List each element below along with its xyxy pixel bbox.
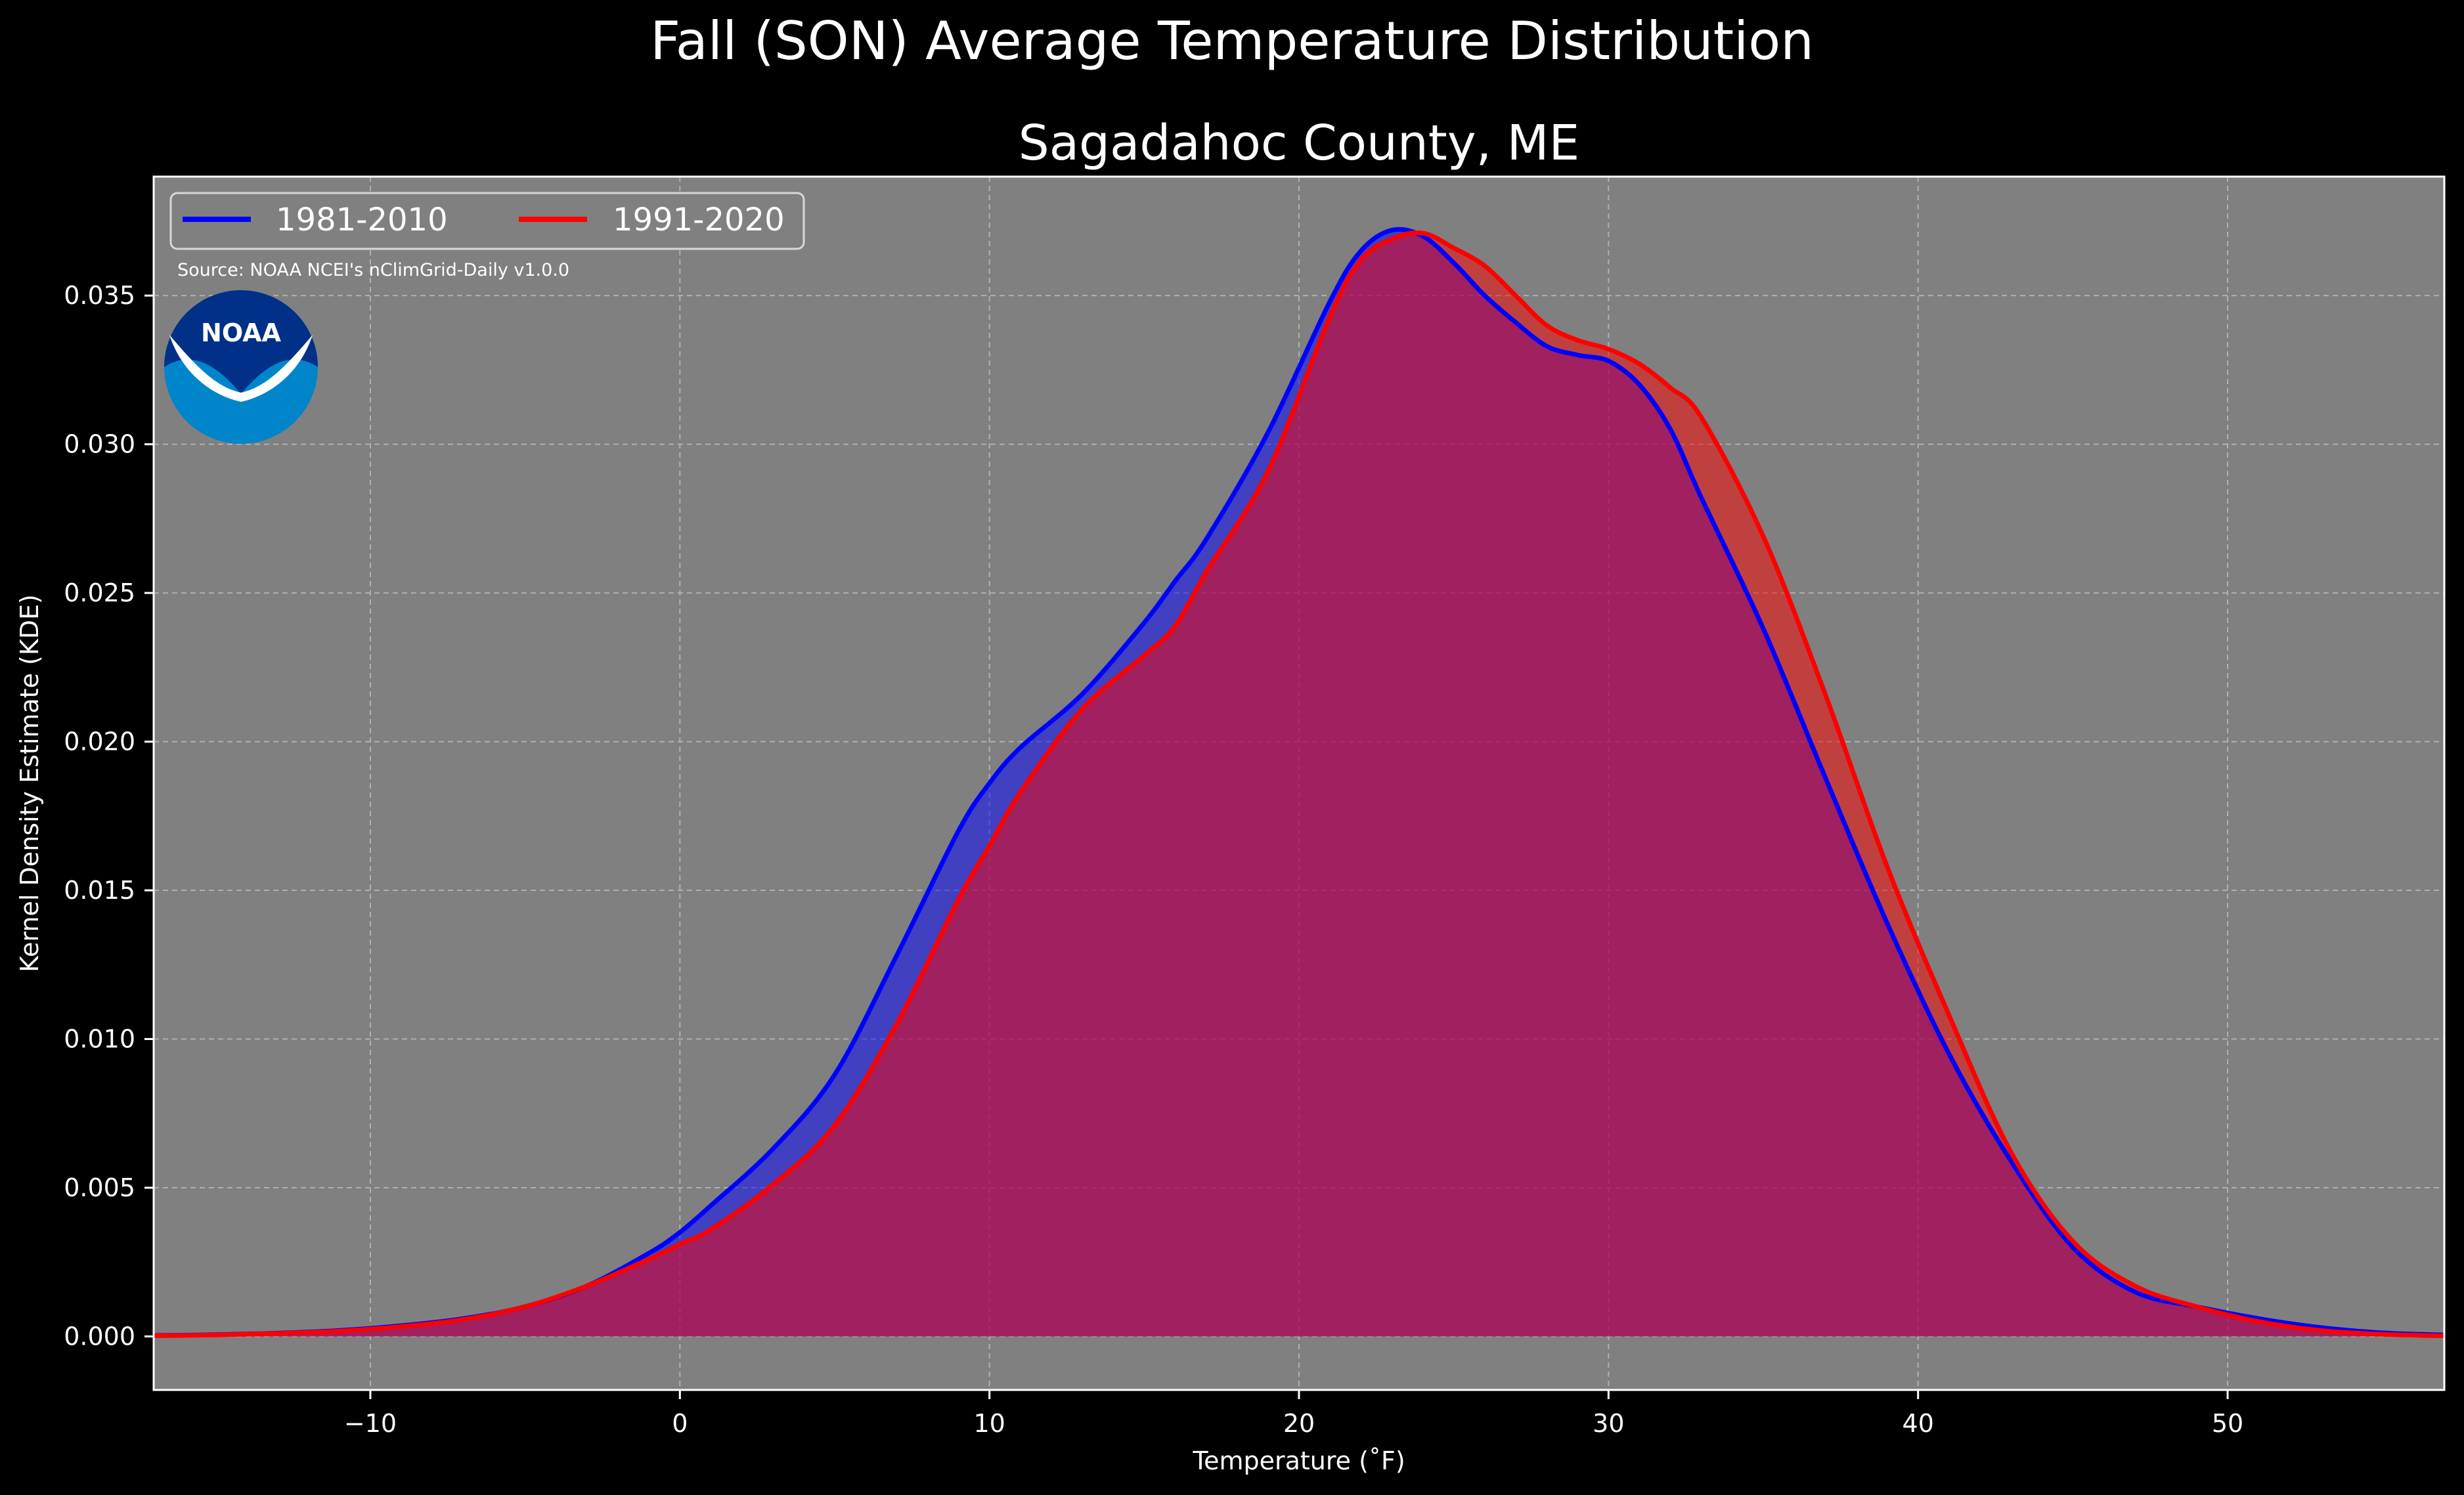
density-line-1991-2020: [153, 230, 2445, 1339]
chart-title: Fall (SON) Average Temperature Distribut…: [650, 11, 1814, 72]
y-tick-label: 0.000: [64, 1322, 135, 1351]
x-tick-label: 10: [973, 1409, 1005, 1438]
x-tick-label: 30: [1593, 1409, 1624, 1438]
logo-inner-sky: [164, 290, 318, 394]
legend-label-1991-2020: 1991-2020: [613, 202, 785, 238]
y-tick-label: 0.035: [64, 281, 135, 310]
x-tick-label: 20: [1283, 1409, 1315, 1438]
noaa-logo-icon: NOAA: [164, 290, 318, 444]
legend: 1981-2010 1991-2020: [169, 192, 805, 250]
source-note: Source: NOAA NCEI's nClimGrid-Daily v1.0…: [177, 260, 569, 280]
y-tick-label: 0.005: [64, 1173, 135, 1202]
legend-box: [169, 192, 805, 250]
y-tick-label: 0.020: [64, 727, 135, 756]
y-tick-label: 0.015: [64, 876, 135, 905]
x-tick-label: 50: [2212, 1409, 2243, 1438]
density-lines: [153, 227, 2445, 1339]
chart-subtitle: Sagadahoc County, ME: [1019, 115, 1580, 171]
x-axis-label: Temperature (˚F): [1192, 1446, 1405, 1475]
logo-text: NOAA: [201, 318, 281, 347]
logo-gull-wing: [169, 335, 313, 402]
axis-ticks: −10 0 10 20 30 40 50 0.000 0.005 0.010 0.015 0.020 0…: [64, 281, 2243, 1438]
legend-label-1981-2010: 1981-2010: [276, 202, 448, 238]
density-line-1981-2010: [153, 227, 2445, 1338]
x-tick-label: 40: [1903, 1409, 1934, 1438]
x-tick-label: −10: [344, 1409, 397, 1438]
y-tick-label: 0.010: [64, 1025, 135, 1054]
x-tick-label: 0: [672, 1409, 688, 1438]
density-fills: [154, 229, 2444, 1337]
y-axis-label: Kernel Density Estimate (KDE): [15, 594, 44, 972]
y-tick-label: 0.025: [64, 578, 135, 607]
y-tick-label: 0.030: [64, 430, 135, 459]
density-fill-1991-2020: [154, 232, 2444, 1337]
